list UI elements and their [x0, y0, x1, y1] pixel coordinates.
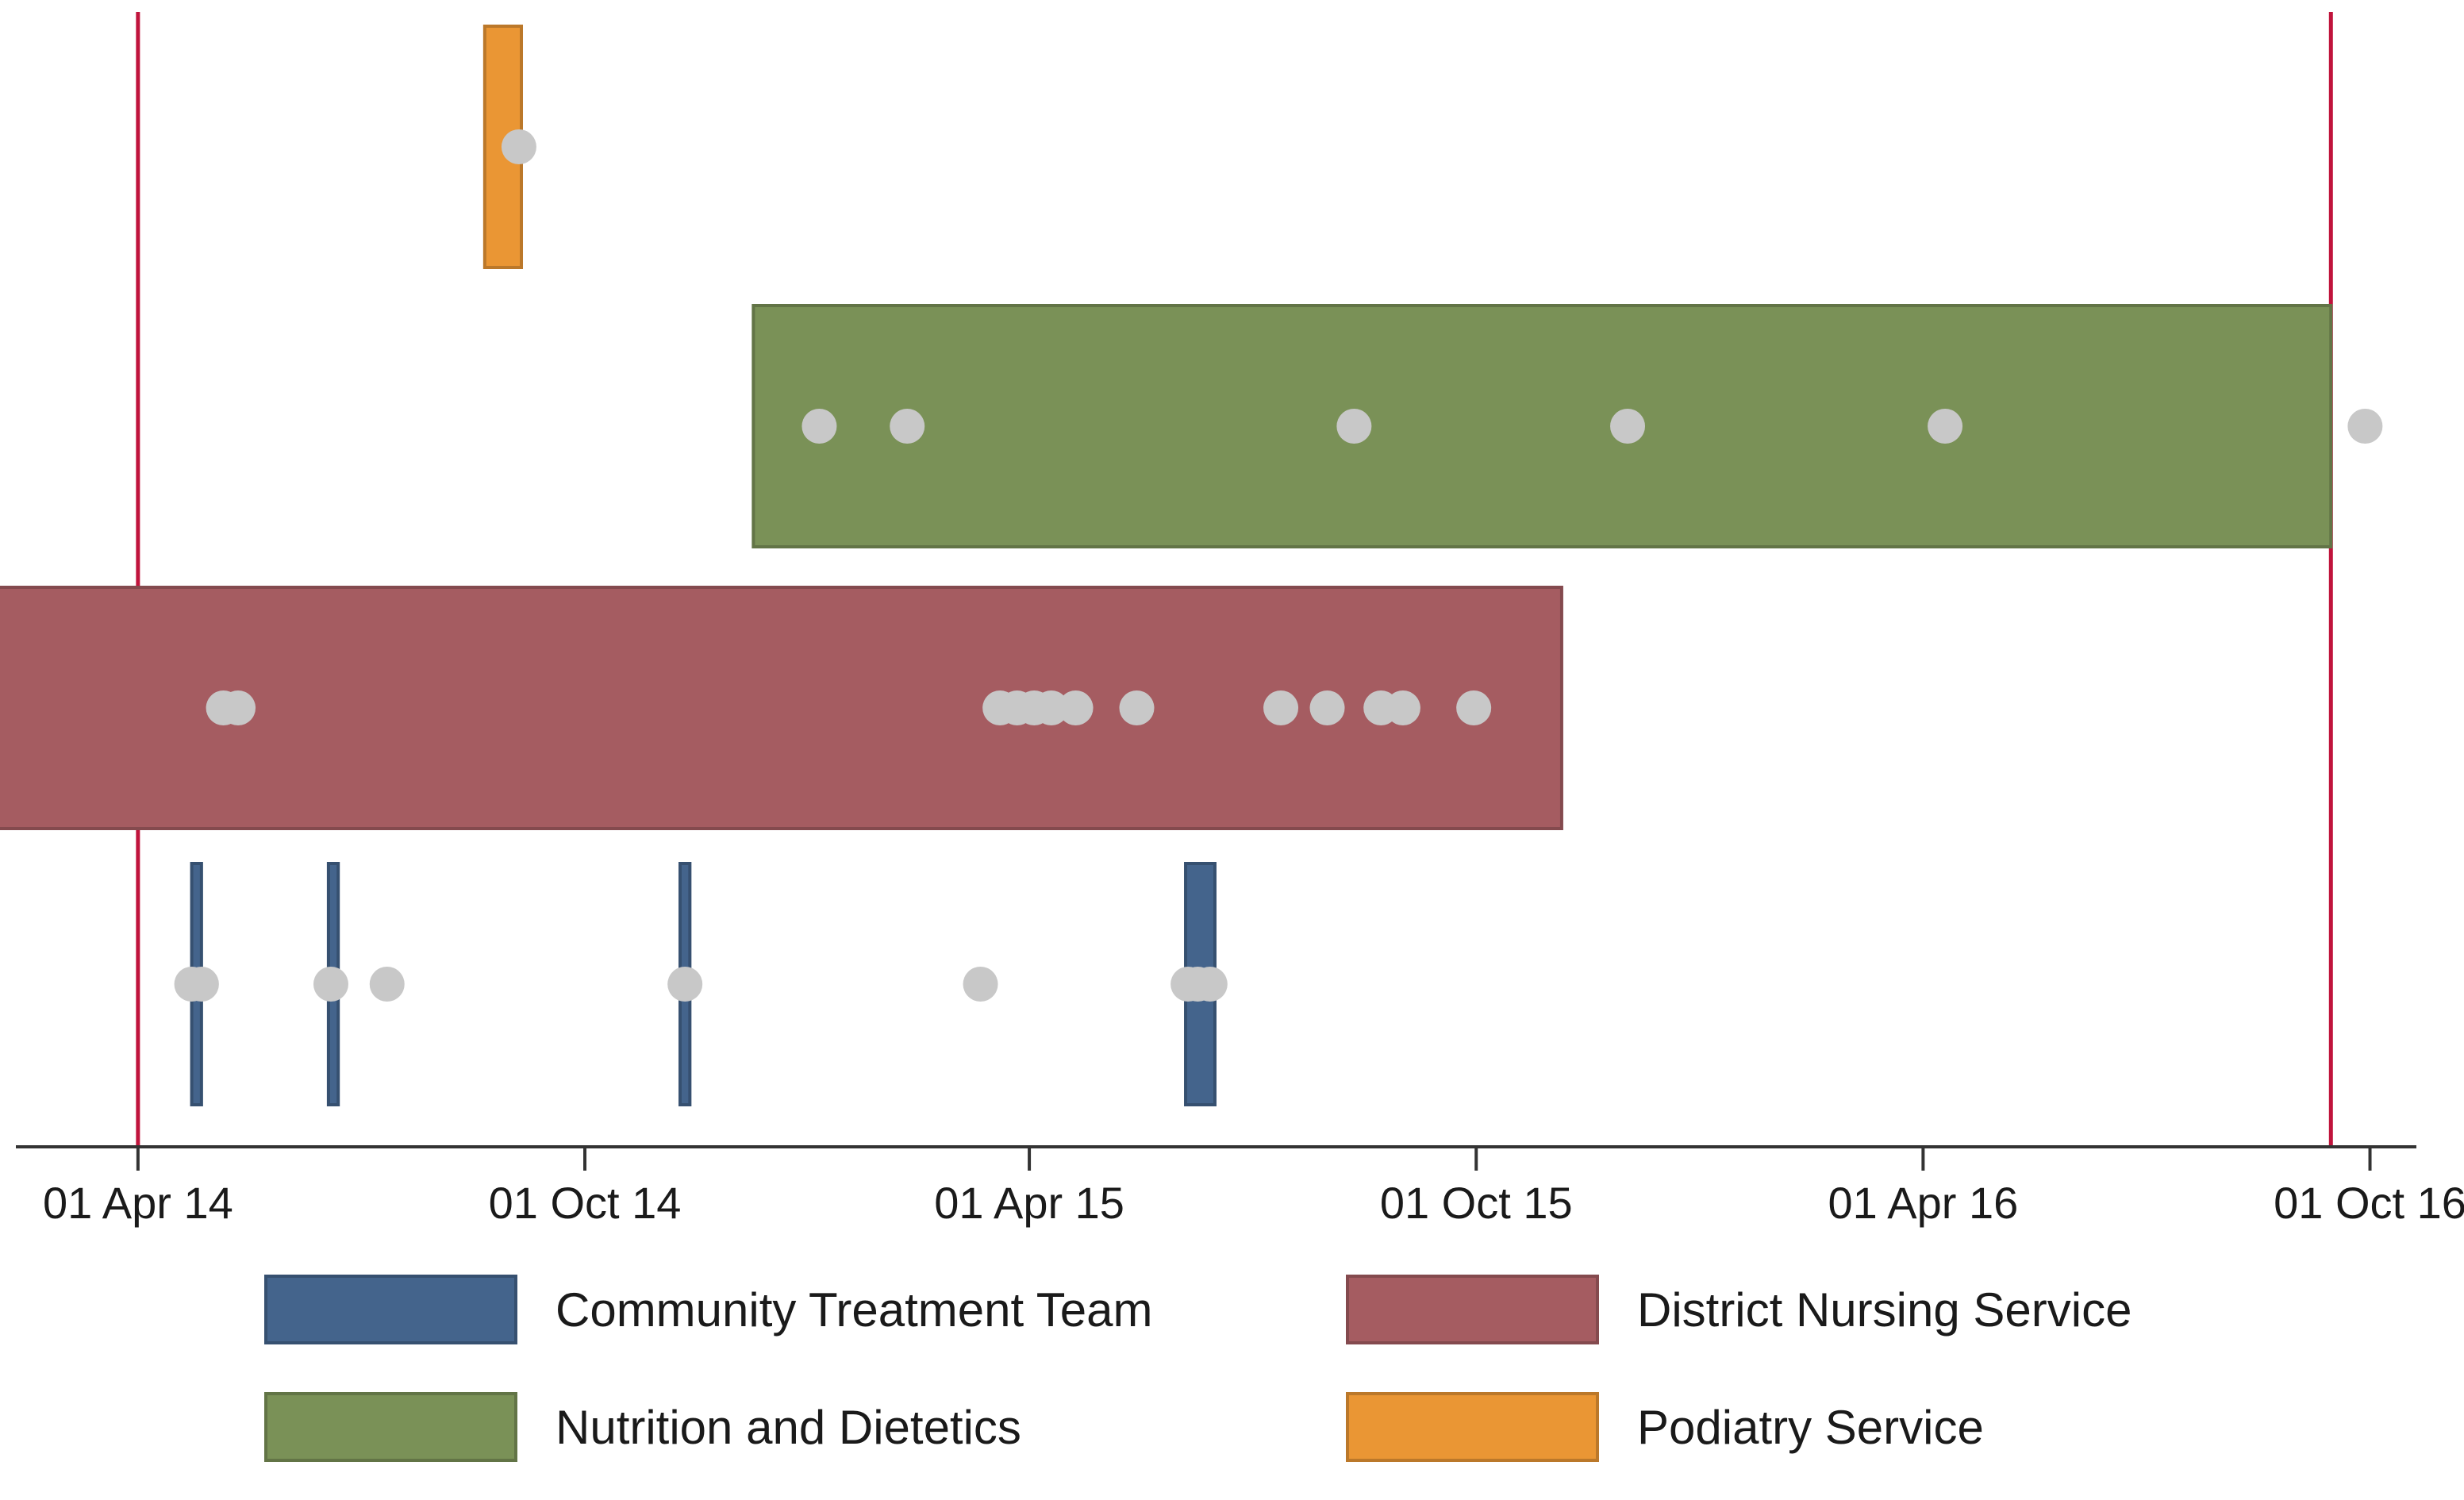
district-nursing-service-contact-point-8 [1119, 690, 1155, 725]
x-tick-label-3: 01 Apr 15 [934, 1178, 1124, 1228]
community-treatment-team-contact-point-6 [963, 967, 998, 1002]
district-nursing-service-contact-point-13 [1456, 690, 1492, 725]
community-treatment-team-contact-point-3 [313, 967, 348, 1002]
x-tick-label-2: 01 Oct 14 [489, 1178, 682, 1228]
x-tick-label-6: 01 Oct 16 [2274, 1178, 2464, 1228]
x-tick-label-1: 01 Apr 14 [43, 1178, 233, 1228]
podiatry-service-contact-point-1 [501, 129, 536, 164]
legend-swatch-podiatry-service [1346, 1392, 1599, 1462]
x-tick-label-5: 01 Apr 16 [1828, 1178, 2019, 1228]
district-nursing-service-contact-point-9 [1263, 690, 1299, 725]
legend-swatch-district-nursing-service [1346, 1275, 1599, 1344]
district-nursing-service-contact-point-2 [221, 690, 256, 725]
nutrition-and-dietetics-contact-point-3 [1336, 409, 1372, 444]
community-treatment-team-contact-point-2 [183, 967, 219, 1002]
x-axis: 01 Apr 14 01 Oct 14 01 Apr 15 01 Oct 15 01 A… [16, 1145, 2464, 1228]
nutrition-and-dietetics-contact-point-4 [1610, 409, 1646, 444]
nutrition-and-dietetics-contact-point-6 [2347, 409, 2383, 444]
contact-points [174, 129, 2383, 1002]
legend-swatch-nutrition-and-dietetics [264, 1392, 517, 1462]
community-treatment-team-contact-point-5 [667, 967, 703, 1002]
community-treatment-team-contact-point-4 [369, 967, 405, 1002]
legend-label-district-nursing-service: District Nursing Service [1637, 1283, 2131, 1337]
nutrition-and-dietetics-contact-point-2 [890, 409, 925, 444]
legend-label-community-treatment-team: Community Treatment Team [555, 1283, 1153, 1337]
nutrition-and-dietetics-contact-point-5 [1928, 409, 1963, 444]
district-nursing-service-contact-point-7 [1058, 690, 1094, 725]
nutrition-and-dietetics-contact-point-1 [801, 409, 837, 444]
district-nursing-service-contact-point-10 [1309, 690, 1345, 725]
nutrition-and-dietetics-episode-bar-1 [752, 304, 2333, 548]
legend-label-podiatry-service: Podiatry Service [1637, 1401, 1984, 1454]
x-tick-label-4: 01 Oct 15 [1380, 1178, 1573, 1228]
legend-swatch-community-treatment-team [264, 1275, 517, 1344]
legend: Community Treatment Team District Nursing… [264, 1275, 2131, 1462]
community-treatment-team-contact-point-9 [1192, 967, 1228, 1002]
legend-label-nutrition-and-dietetics: Nutrition and Dietetics [555, 1401, 1021, 1454]
district-nursing-service-episode-bar-1 [0, 586, 1563, 830]
district-nursing-service-contact-point-12 [1385, 690, 1420, 725]
episode-bars [0, 25, 2333, 1106]
district-nursing-service-contact-point-6 [1033, 690, 1069, 725]
reference-lines [136, 12, 2333, 1147]
